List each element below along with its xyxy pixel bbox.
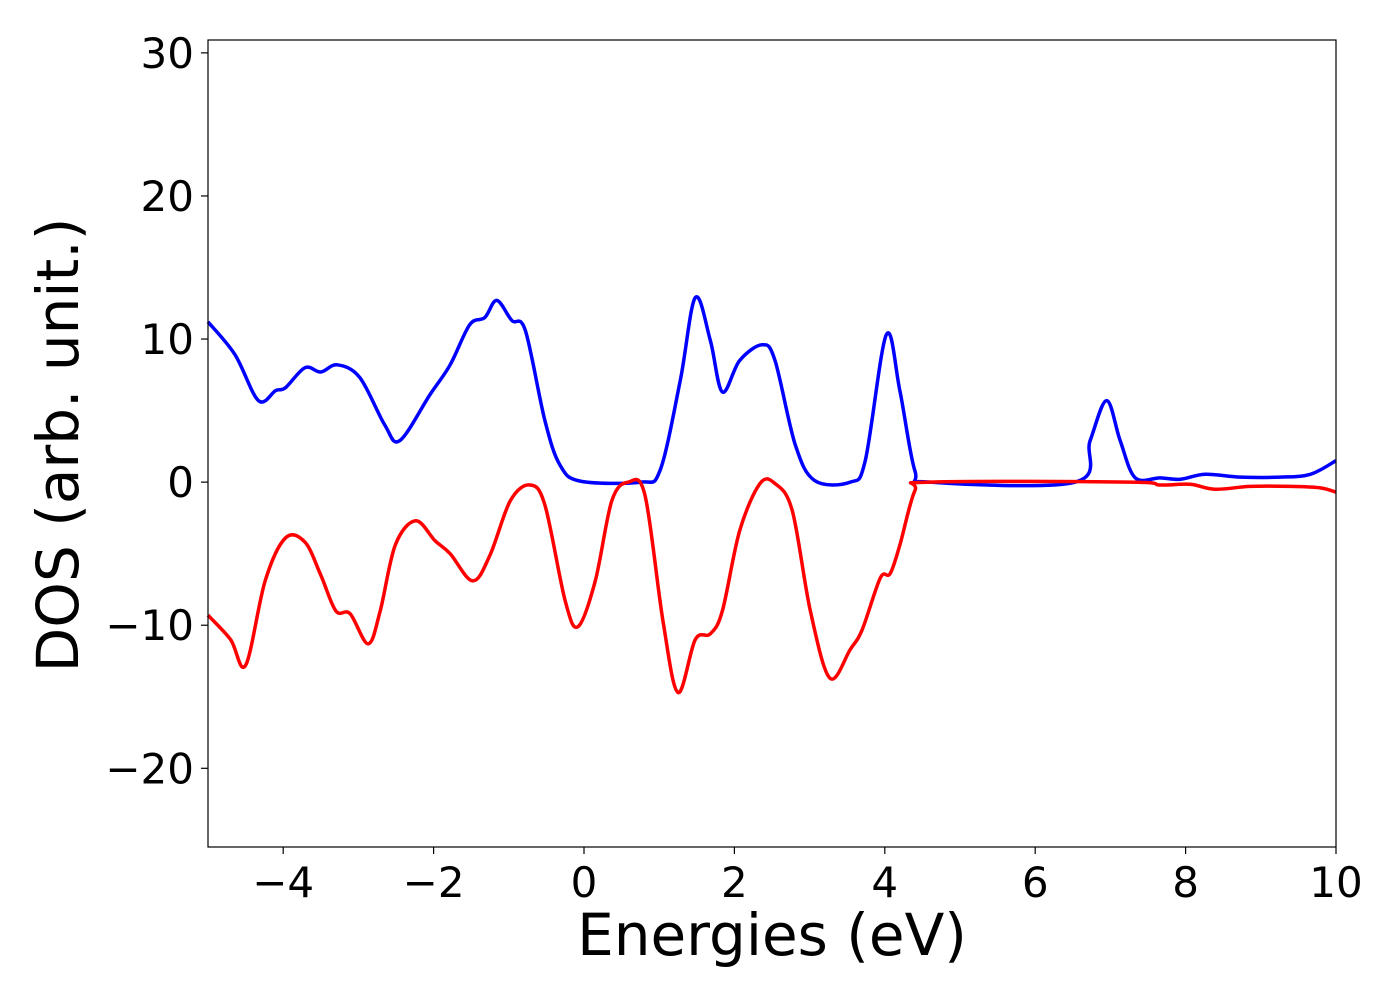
y-axis-label: DOS (arb. unit.) — [24, 218, 92, 673]
x-axis-label: Energies (eV) — [577, 901, 967, 969]
x-tick-label: 0 — [571, 858, 598, 907]
y-tick-label: 10 — [141, 315, 194, 364]
x-tick-label: −2 — [403, 858, 465, 907]
y-tick-label: 0 — [167, 458, 194, 507]
series-line-spin-down — [206, 477, 1337, 695]
x-tick-label: 4 — [871, 858, 898, 907]
series-line-spin-up — [206, 295, 1337, 488]
x-tick-label: 6 — [1022, 858, 1049, 907]
y-axis: −20 −10 0 10 20 30 — [105, 29, 208, 793]
plot-frame — [207, 39, 1337, 848]
x-tick-label: 8 — [1172, 858, 1199, 907]
y-tick-label: 20 — [141, 172, 194, 221]
series-layer — [206, 295, 1337, 695]
y-tick-label: −20 — [105, 744, 194, 793]
x-tick-label: 2 — [721, 858, 748, 907]
x-tick-label: 10 — [1309, 858, 1362, 907]
y-tick-label: 30 — [141, 29, 194, 78]
y-tick-label: −10 — [105, 601, 194, 650]
x-tick-label: −4 — [252, 858, 314, 907]
x-axis: −4 −2 0 2 4 6 8 10 — [252, 847, 1363, 907]
